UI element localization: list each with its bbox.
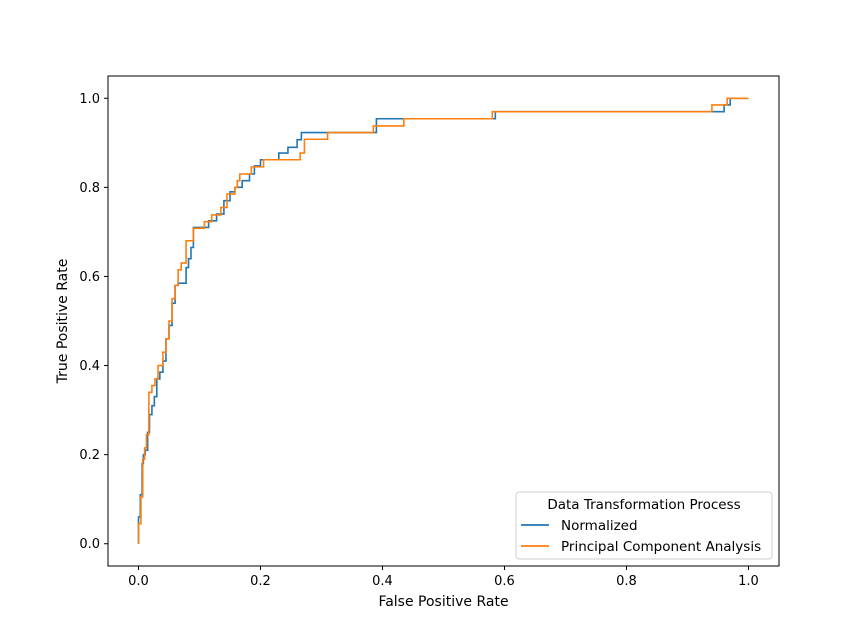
series-line-2 bbox=[137, 97, 749, 544]
legend-label-1: Normalized bbox=[561, 518, 638, 534]
x-tick-label: 0.2 bbox=[250, 574, 271, 589]
plot-frame bbox=[107, 75, 780, 567]
y-tick-label: 0.6 bbox=[79, 270, 100, 285]
y-axis: 0.0 0.2 0.4 0.6 0.8 1.0 bbox=[79, 92, 108, 552]
y-tick-label: 0.8 bbox=[79, 181, 100, 196]
plot-area bbox=[108, 76, 779, 566]
legend: Data Transformation Process Normalized Pr… bbox=[515, 491, 773, 560]
y-tick-label: 1.0 bbox=[79, 92, 100, 107]
x-tick-label: 1.0 bbox=[738, 574, 759, 589]
y-tick-label: 0.4 bbox=[79, 359, 100, 374]
x-tick-label: 0.4 bbox=[372, 574, 393, 589]
y-tick-label: 0.0 bbox=[79, 537, 100, 552]
y-tick-label: 0.2 bbox=[79, 448, 100, 463]
x-tick-label: 0.6 bbox=[494, 574, 515, 589]
y-axis-label: True Positive Rate bbox=[55, 259, 71, 385]
x-axis: 0.0 0.2 0.4 0.6 0.8 1.0 bbox=[128, 566, 759, 589]
legend-title: Data Transformation Process bbox=[547, 497, 740, 513]
series-layer bbox=[137, 97, 749, 544]
legend-label-2: Principal Component Analysis bbox=[561, 539, 761, 555]
x-tick-label: 0.0 bbox=[128, 574, 149, 589]
x-tick-label: 0.8 bbox=[616, 574, 637, 589]
x-axis-label: False Positive Rate bbox=[378, 594, 508, 610]
legend-box bbox=[515, 491, 773, 560]
legend-entries: Normalized Principal Component Analysis bbox=[521, 518, 761, 555]
